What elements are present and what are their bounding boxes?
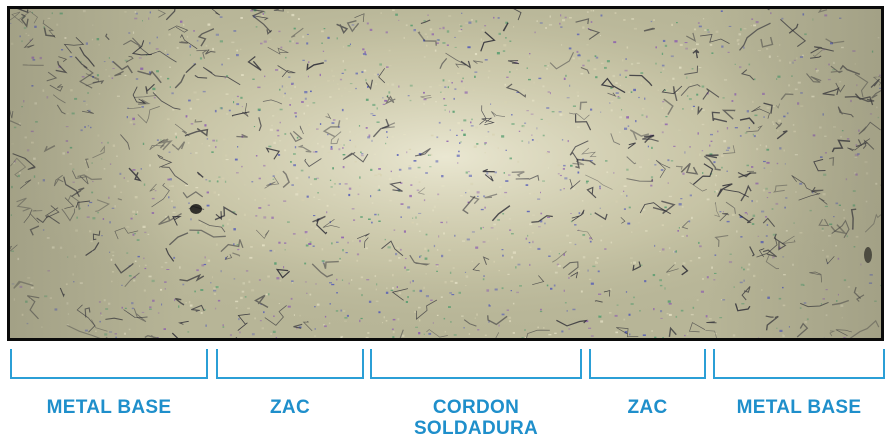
zone-metal-base-left: METAL BASE [10, 345, 208, 445]
zone-label: CORDON SOLDADURA [413, 397, 539, 439]
zone-label: METAL BASE [736, 397, 862, 418]
weld-micrograph-image [7, 6, 884, 341]
micrograph-texture [10, 9, 881, 338]
zone-zac-right: ZAC [589, 345, 706, 445]
zone-label: METAL BASE [46, 397, 172, 418]
zone-metal-base-right: METAL BASE [713, 345, 885, 445]
zone-bracket [589, 349, 706, 379]
zone-bracket [370, 349, 582, 379]
zone-label: ZAC [270, 397, 310, 418]
weld-zone-brackets: METAL BASE ZAC CORDON SOLDADURA ZAC META… [0, 345, 891, 445]
zone-bracket [10, 349, 208, 379]
zone-bracket [713, 349, 885, 379]
zone-bracket [216, 349, 364, 379]
zone-zac-left: ZAC [216, 345, 364, 445]
zone-label: ZAC [627, 397, 668, 418]
zone-cordon-soldadura: CORDON SOLDADURA [370, 345, 582, 445]
